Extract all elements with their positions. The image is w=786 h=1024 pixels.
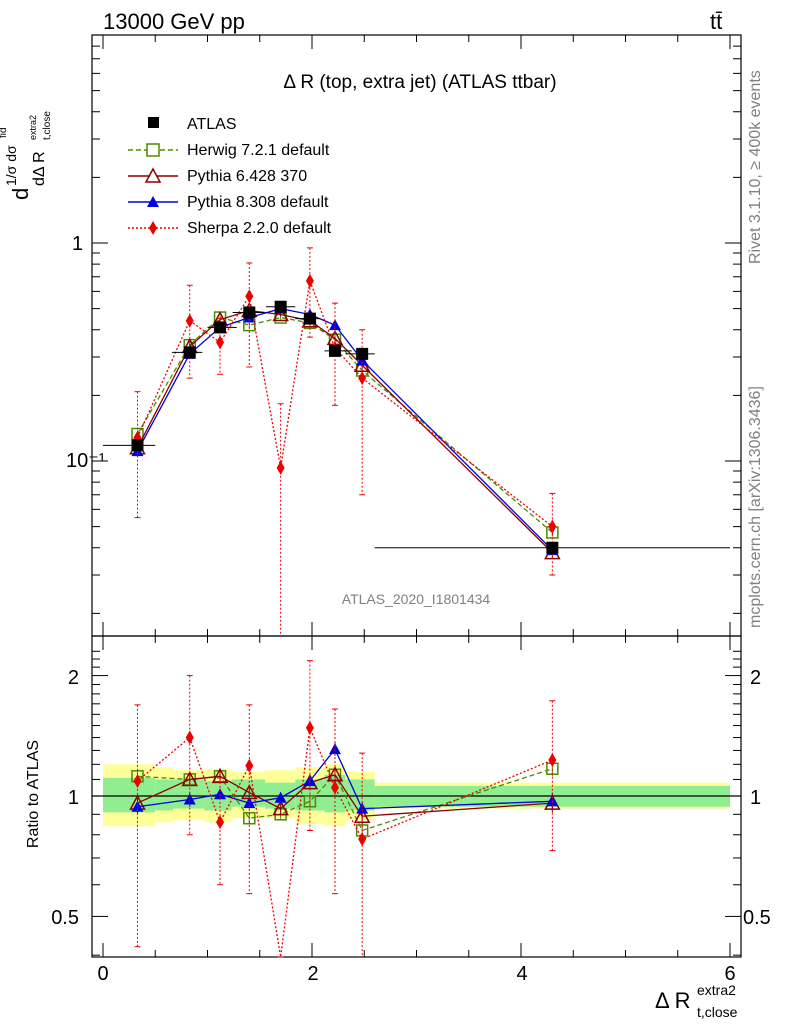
ratio-point-pythia-8-308-default [214,788,227,800]
data-point-sherpa-2-2-0-default [548,519,557,534]
data-point-atlas [274,300,287,313]
ratio-y-tick-label-0.5-right: 0.5 [743,907,771,929]
ratio-y-tick-label-1-left: 1 [68,787,79,809]
main-y-tick-label-0.1: 10⁻¹ [66,450,106,472]
data-point-sherpa-2-2-0-default [216,335,225,350]
uncertainty-band-green [155,779,174,811]
ratio-point-pythia-8-308-default [274,791,287,803]
ylabel-den-sup: extra2 [28,115,38,140]
ratio-point-pythia-6-428-370 [272,800,289,816]
legend-label-pythia8: Pythia 8.308 default [187,194,329,211]
ratio-point-pythia-8-308-default [183,793,196,805]
energy-label: 13000 GeV pp [103,9,245,34]
data-point-atlas [356,347,369,360]
main-title: Δ R (top, extra jet) (ATLAS ttbar) [283,72,556,93]
ylabel-den: dΔ R [31,151,48,186]
data-point-sherpa-2-2-0-default [276,460,285,475]
ratio-point-pythia-8-308-default [356,802,369,814]
ratio-point-sherpa-2-2-0-default [358,832,367,847]
xlabel-sub: t,close [697,1004,738,1020]
xlabel-sup: extra2 [697,982,736,998]
ylabel-sup: fid [0,127,9,138]
legend-label-sherpa: Sherpa 2.2.0 default [187,220,332,237]
x-tick-label-2: 2 [307,963,318,985]
uncertainty-band-green [103,777,156,813]
ratio-y-tick-label-2-left: 2 [68,667,79,689]
ratio-point-pythia-8-308-default [303,775,316,787]
data-point-sherpa-2-2-0-default [305,273,314,288]
data-point-sherpa-2-2-0-default [185,313,194,328]
data-point-atlas [328,344,341,357]
legend-marker-pythia6 [144,167,162,183]
ratio-y-axis-label: Ratio to ATLAS [25,740,42,848]
legend: ATLAS Herwig 7.2.1 default Pythia 6.428 … [128,116,332,237]
ylabel-frac: 1/σ dσ [3,145,19,186]
ratio-point-sherpa-2-2-0-default [548,753,557,768]
data-point-atlas [303,312,316,325]
data-point-atlas [243,306,256,319]
ratio-point-pythia-8-308-default [328,743,341,755]
x-tick-label-6: 6 [724,963,735,985]
process-label: tt̄ [710,9,722,34]
data-point-atlas [214,321,227,334]
data-point-sherpa-2-2-0-default [245,289,254,304]
main-y-tick-label-1: 1 [72,233,83,255]
legend-marker-herwig [146,143,160,157]
ratio-point-sherpa-2-2-0-default [330,780,339,795]
data-point-atlas [131,439,144,452]
x-tick-label-4: 4 [516,963,527,985]
ylabel-main: d [8,188,33,200]
ylabel-den-sub: t,close [42,111,53,140]
series-line-pythia-8-308-default [136,307,553,551]
data-point-pythia-6-428-370 [272,305,289,322]
ratio-point-sherpa-2-2-0-default [185,730,194,745]
ratio-line-herwig-7-2-1-default [137,768,553,832]
ratio-point-sherpa-2-2-0-default [305,720,314,735]
mcplots-label: mcplots.cern.ch [arXiv:1306.3436] [747,386,764,628]
data-point-sherpa-2-2-0-default [358,371,367,386]
x-axis-label: Δ R t,close extra2 [655,982,738,1020]
ratio-y-tick-label-1-right: 1 [750,787,761,809]
main-panel [91,34,742,957]
data-point-atlas [546,541,559,554]
ratio-line-sherpa-2-2-0-default [137,725,553,958]
legend-marker-sherpa [149,221,157,235]
ratio-point-sherpa-2-2-0-default [245,758,254,773]
ratio-point-herwig-7-2-1-default [303,795,317,808]
legend-label-atlas: ATLAS [187,116,237,133]
data-point-atlas [183,346,196,359]
series-line-herwig-7-2-1-default [136,316,553,533]
series-line-sherpa-2-2-0-default [136,278,553,528]
x-tick-label-0: 0 [97,963,108,985]
ratio-point-sherpa-2-2-0-default [133,774,142,789]
main-y-axis-label: d 1/σ dσ fid dΔ R t,close extra2 [0,111,53,200]
rivet-label: Rivet 3.1.10, ≥ 400k events [747,70,764,264]
legend-marker-pythia8 [147,196,159,207]
ratio-panel [91,635,742,958]
legend-label-pythia6: Pythia 6.428 370 [187,168,307,185]
analysis-label: ATLAS_2020_I1801434 [342,591,491,607]
legend-label-herwig: Herwig 7.2.1 default [187,142,330,159]
ratio-y-tick-label-2-right: 2 [750,667,761,689]
ratio-y-tick-label-0.5-left: 0.5 [51,907,79,929]
series-line-pythia-6-428-370 [136,309,553,554]
legend-marker-atlas [148,117,159,128]
ratio-point-sherpa-2-2-0-default [216,815,225,830]
ratio-point-herwig-7-2-1-default [243,811,256,825]
xlabel-main: Δ R [655,988,690,1013]
